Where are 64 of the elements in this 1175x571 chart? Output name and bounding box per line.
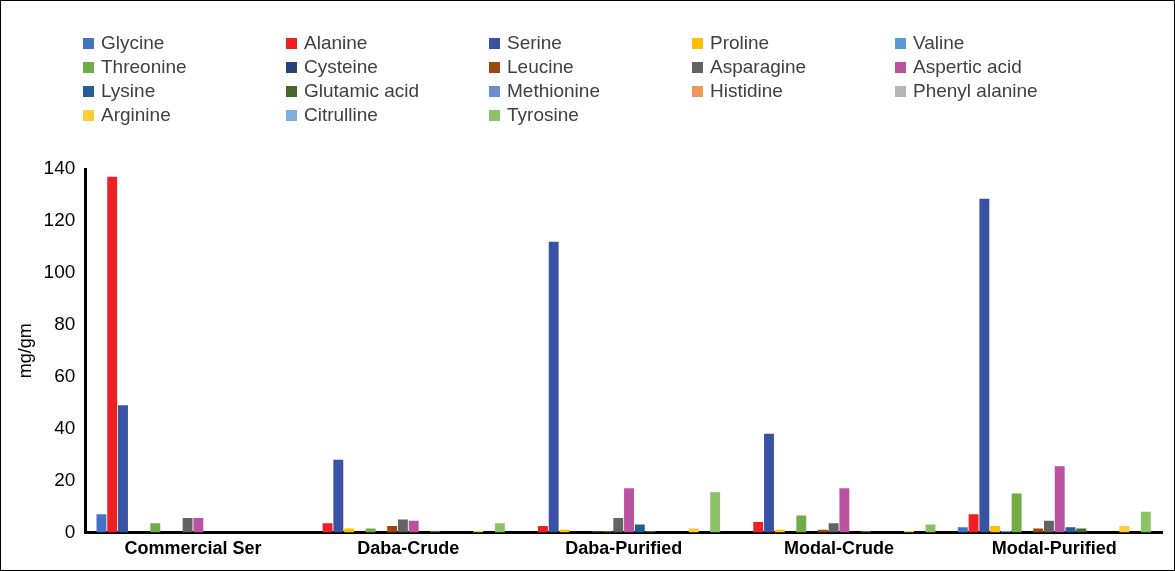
legend-label: Proline bbox=[710, 31, 770, 55]
bar bbox=[613, 518, 624, 533]
legend-label: Tyrosine bbox=[507, 103, 579, 127]
legend-label: Histidine bbox=[710, 79, 783, 103]
legend-label: Leucine bbox=[507, 55, 574, 79]
legend-label: Glycine bbox=[101, 31, 165, 55]
legend-label: Arginine bbox=[101, 103, 171, 127]
y-tick-label: 60 bbox=[54, 364, 76, 386]
x-tick-label: Modal-Purified bbox=[991, 538, 1117, 559]
bar bbox=[494, 523, 505, 533]
legend-label: Methionine bbox=[507, 79, 600, 103]
legend-label: Cysteine bbox=[304, 55, 378, 79]
legend-label: Serine bbox=[507, 31, 562, 55]
x-tick-label: Modal-Crude bbox=[783, 538, 894, 559]
x-tick-label: Commercial Ser bbox=[124, 538, 262, 559]
bar bbox=[387, 525, 398, 533]
bar bbox=[839, 488, 850, 533]
legend-label: Alanine bbox=[304, 31, 368, 55]
legend-label: Asparagine bbox=[710, 55, 807, 79]
y-tick-label: 0 bbox=[64, 520, 76, 542]
bar bbox=[1140, 511, 1151, 533]
legend-label: Threonine bbox=[101, 55, 187, 79]
bar bbox=[634, 524, 645, 533]
bar bbox=[968, 514, 979, 533]
y-tick-label: 140 bbox=[43, 157, 76, 179]
bar bbox=[537, 525, 548, 533]
bar bbox=[624, 488, 634, 533]
bar bbox=[796, 515, 807, 533]
bar bbox=[182, 518, 193, 533]
x-tick-label: Daba-Purified bbox=[565, 538, 683, 559]
y-tick-label: 80 bbox=[54, 312, 76, 334]
y-tick-label: 40 bbox=[54, 416, 76, 438]
bar bbox=[107, 176, 118, 533]
legend-label: Aspertic acid bbox=[913, 55, 1022, 79]
x-tick-label: Daba-Crude bbox=[357, 538, 460, 559]
bar bbox=[828, 523, 839, 533]
bar bbox=[333, 459, 344, 533]
bar bbox=[397, 519, 408, 533]
bar bbox=[710, 492, 721, 533]
bar bbox=[764, 433, 774, 533]
bar bbox=[979, 198, 990, 533]
y-tick-label: 20 bbox=[54, 468, 76, 490]
legend-label: Valine bbox=[913, 31, 965, 55]
bar bbox=[1011, 493, 1022, 533]
bar bbox=[1054, 466, 1065, 533]
bar bbox=[957, 527, 968, 533]
legend-label: Lysine bbox=[101, 79, 156, 103]
bar bbox=[990, 525, 1001, 533]
bar bbox=[322, 523, 333, 533]
legend-label: Phenyl alanine bbox=[913, 79, 1038, 103]
bar bbox=[408, 520, 419, 533]
bar bbox=[1043, 520, 1054, 533]
y-axis-title: mg/gm bbox=[14, 323, 35, 379]
bar bbox=[1119, 525, 1130, 533]
y-tick-label: 100 bbox=[43, 261, 76, 283]
legend-label: Citrulline bbox=[304, 103, 378, 127]
bar bbox=[548, 241, 559, 533]
bar bbox=[150, 523, 161, 533]
bar bbox=[193, 518, 204, 533]
bar bbox=[96, 514, 107, 533]
bar bbox=[118, 405, 128, 533]
y-tick-label: 120 bbox=[43, 209, 76, 231]
bar bbox=[753, 522, 764, 533]
legend-label: Glutamic acid bbox=[304, 79, 420, 103]
